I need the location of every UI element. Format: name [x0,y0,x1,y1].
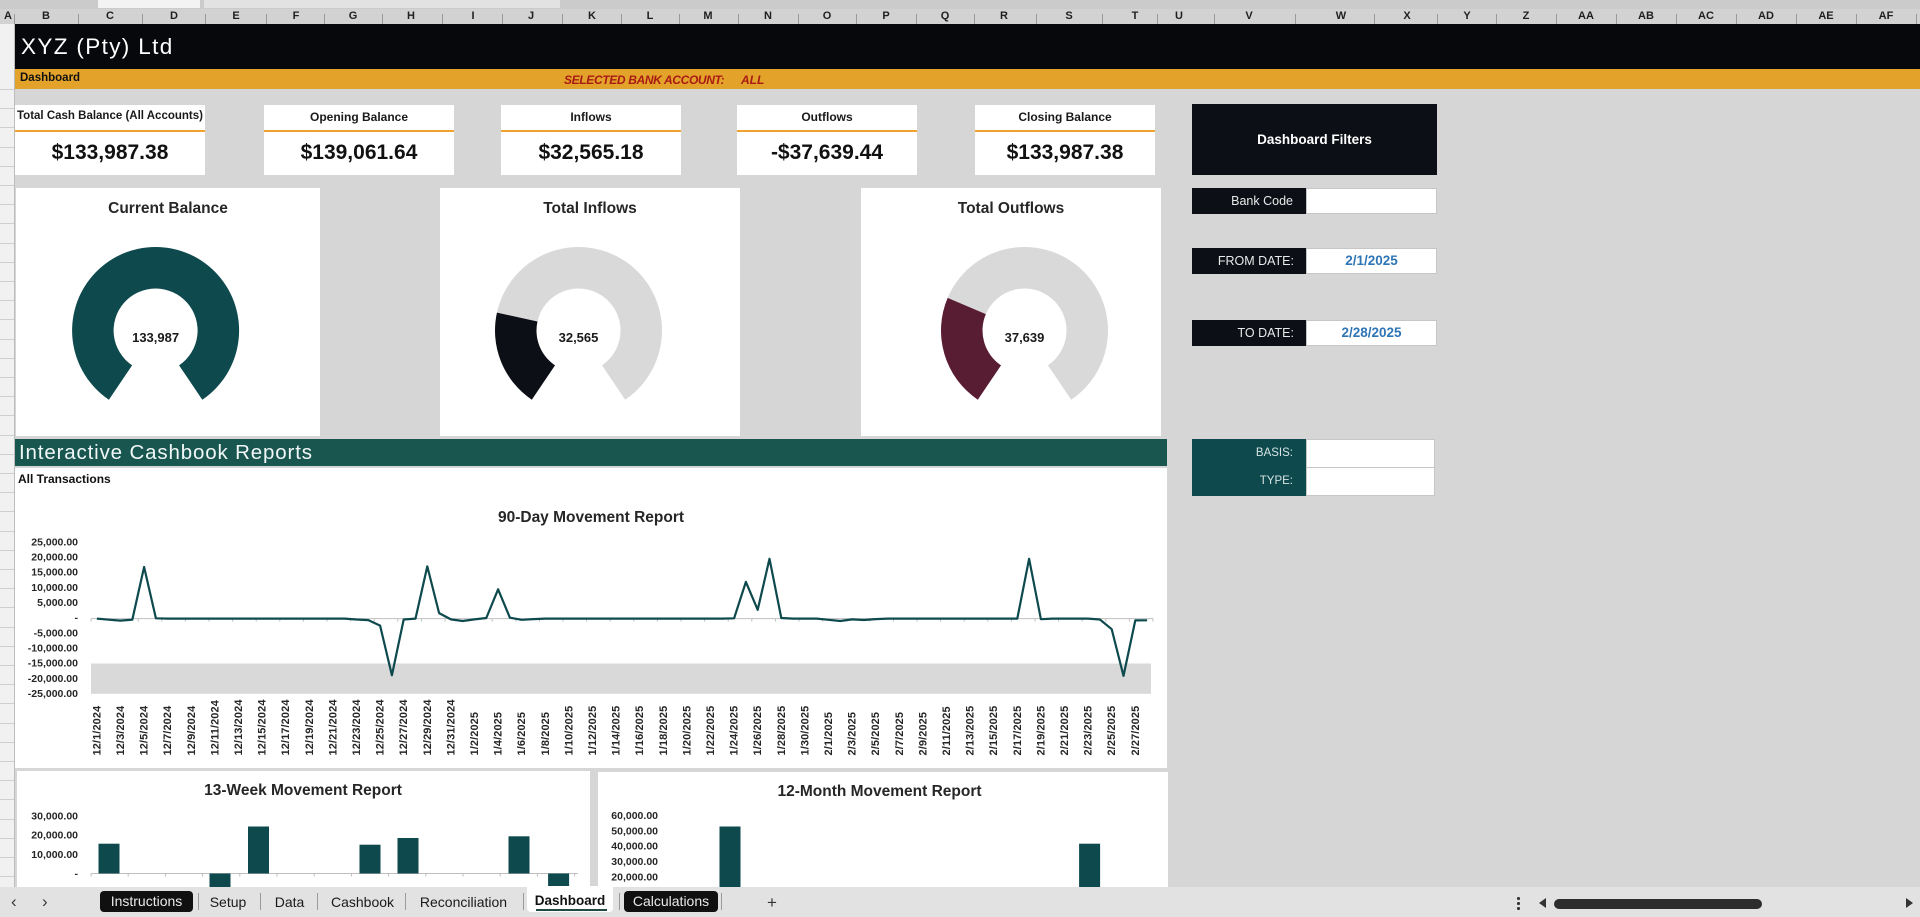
svg-text:50,000.00: 50,000.00 [611,825,658,837]
svg-text:1/26/2025: 1/26/2025 [752,706,764,756]
svg-text:40,000.00: 40,000.00 [611,841,658,853]
svg-text:13-Week Movement Report: 13-Week Movement Report [204,782,402,799]
svg-text:12/7/2024: 12/7/2024 [162,705,174,756]
svg-text:10,000.00: 10,000.00 [31,582,78,594]
svg-text:60,000.00: 60,000.00 [611,810,658,822]
svg-text:30,000.00: 30,000.00 [611,856,658,868]
svg-text:12-Month Movement Report: 12-Month Movement Report [777,783,981,800]
svg-text:12/9/2024: 12/9/2024 [186,705,198,756]
svg-text:-10,000.00: -10,000.00 [28,643,78,655]
svg-text:2/23/2025: 2/23/2025 [1083,706,1095,756]
svg-text:12/17/2024: 12/17/2024 [280,699,292,756]
svg-text:2/1/2025: 2/1/2025 [823,712,835,756]
svg-text:12/23/2024: 12/23/2024 [351,699,363,756]
svg-text:2/21/2025: 2/21/2025 [1059,706,1071,756]
svg-text:1/30/2025: 1/30/2025 [799,706,811,756]
svg-text:12/5/2024: 12/5/2024 [139,705,151,756]
svg-text:12/31/2024: 12/31/2024 [445,699,457,756]
svg-text:12/11/2024: 12/11/2024 [209,699,221,755]
svg-text:30,000.00: 30,000.00 [31,810,78,822]
svg-text:12/15/2024: 12/15/2024 [257,699,269,756]
svg-text:2/25/2025: 2/25/2025 [1106,706,1118,756]
svg-text:1/4/2025: 1/4/2025 [493,712,505,756]
svg-text:12/21/2024: 12/21/2024 [327,699,339,756]
svg-text:20,000.00: 20,000.00 [611,872,658,884]
svg-text:-25,000.00: -25,000.00 [28,688,78,700]
svg-text:-: - [75,868,79,880]
svg-text:1/12/2025: 1/12/2025 [587,706,599,756]
svg-text:2/9/2025: 2/9/2025 [917,712,929,756]
svg-text:12/25/2024: 12/25/2024 [375,699,387,756]
svg-text:1/24/2025: 1/24/2025 [729,706,741,756]
svg-text:1/6/2025: 1/6/2025 [516,712,528,756]
svg-text:5,000.00: 5,000.00 [37,597,78,609]
svg-text:2/7/2025: 2/7/2025 [894,712,906,756]
svg-text:2/3/2025: 2/3/2025 [847,712,859,756]
svg-text:-20,000.00: -20,000.00 [28,673,78,685]
svg-text:15,000.00: 15,000.00 [31,567,78,579]
svg-text:2/15/2025: 2/15/2025 [988,706,1000,756]
svg-text:1/14/2025: 1/14/2025 [611,706,623,756]
svg-text:12/3/2024: 12/3/2024 [115,705,127,756]
svg-text:-5,000.00: -5,000.00 [34,627,79,639]
svg-text:-15,000.00: -15,000.00 [28,658,78,670]
svg-text:1/10/2025: 1/10/2025 [563,706,575,756]
svg-text:1/28/2025: 1/28/2025 [776,706,788,756]
svg-text:12/29/2024: 12/29/2024 [422,699,434,756]
svg-text:2/11/2025: 2/11/2025 [941,706,953,755]
svg-text:2/13/2025: 2/13/2025 [965,706,977,756]
svg-text:20,000.00: 20,000.00 [31,830,78,842]
svg-text:1/22/2025: 1/22/2025 [705,706,717,756]
svg-text:2/19/2025: 2/19/2025 [1035,706,1047,756]
svg-text:2/17/2025: 2/17/2025 [1012,706,1024,756]
svg-text:12/27/2024: 12/27/2024 [398,699,410,756]
svg-text:10,000.00: 10,000.00 [31,849,78,861]
svg-text:1/20/2025: 1/20/2025 [681,706,693,756]
svg-text:2/5/2025: 2/5/2025 [870,712,882,756]
svg-text:1/2/2025: 1/2/2025 [469,712,481,756]
svg-text:12/13/2024: 12/13/2024 [233,699,245,756]
svg-text:20,000.00: 20,000.00 [31,552,78,564]
svg-text:25,000.00: 25,000.00 [31,536,78,548]
svg-text:1/16/2025: 1/16/2025 [634,706,646,756]
svg-text:1/8/2025: 1/8/2025 [540,712,552,756]
svg-text:12/19/2024: 12/19/2024 [304,699,316,756]
svg-text:2/27/2025: 2/27/2025 [1130,706,1142,756]
svg-text:12/1/2024: 12/1/2024 [91,705,103,756]
svg-text:1/18/2025: 1/18/2025 [658,706,670,756]
svg-text:-: - [75,612,79,624]
